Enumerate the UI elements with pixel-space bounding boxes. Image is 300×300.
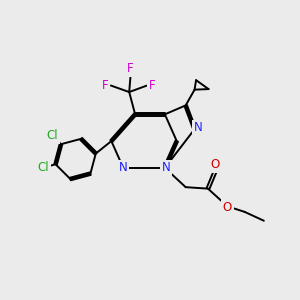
Text: N: N: [194, 121, 203, 134]
Text: N: N: [119, 161, 128, 174]
Text: O: O: [223, 201, 232, 214]
Text: F: F: [128, 62, 134, 75]
Text: O: O: [211, 158, 220, 171]
Text: N: N: [162, 161, 171, 174]
Text: F: F: [149, 79, 156, 92]
Text: F: F: [102, 79, 109, 92]
Text: Cl: Cl: [46, 129, 58, 142]
Text: Cl: Cl: [38, 161, 50, 174]
